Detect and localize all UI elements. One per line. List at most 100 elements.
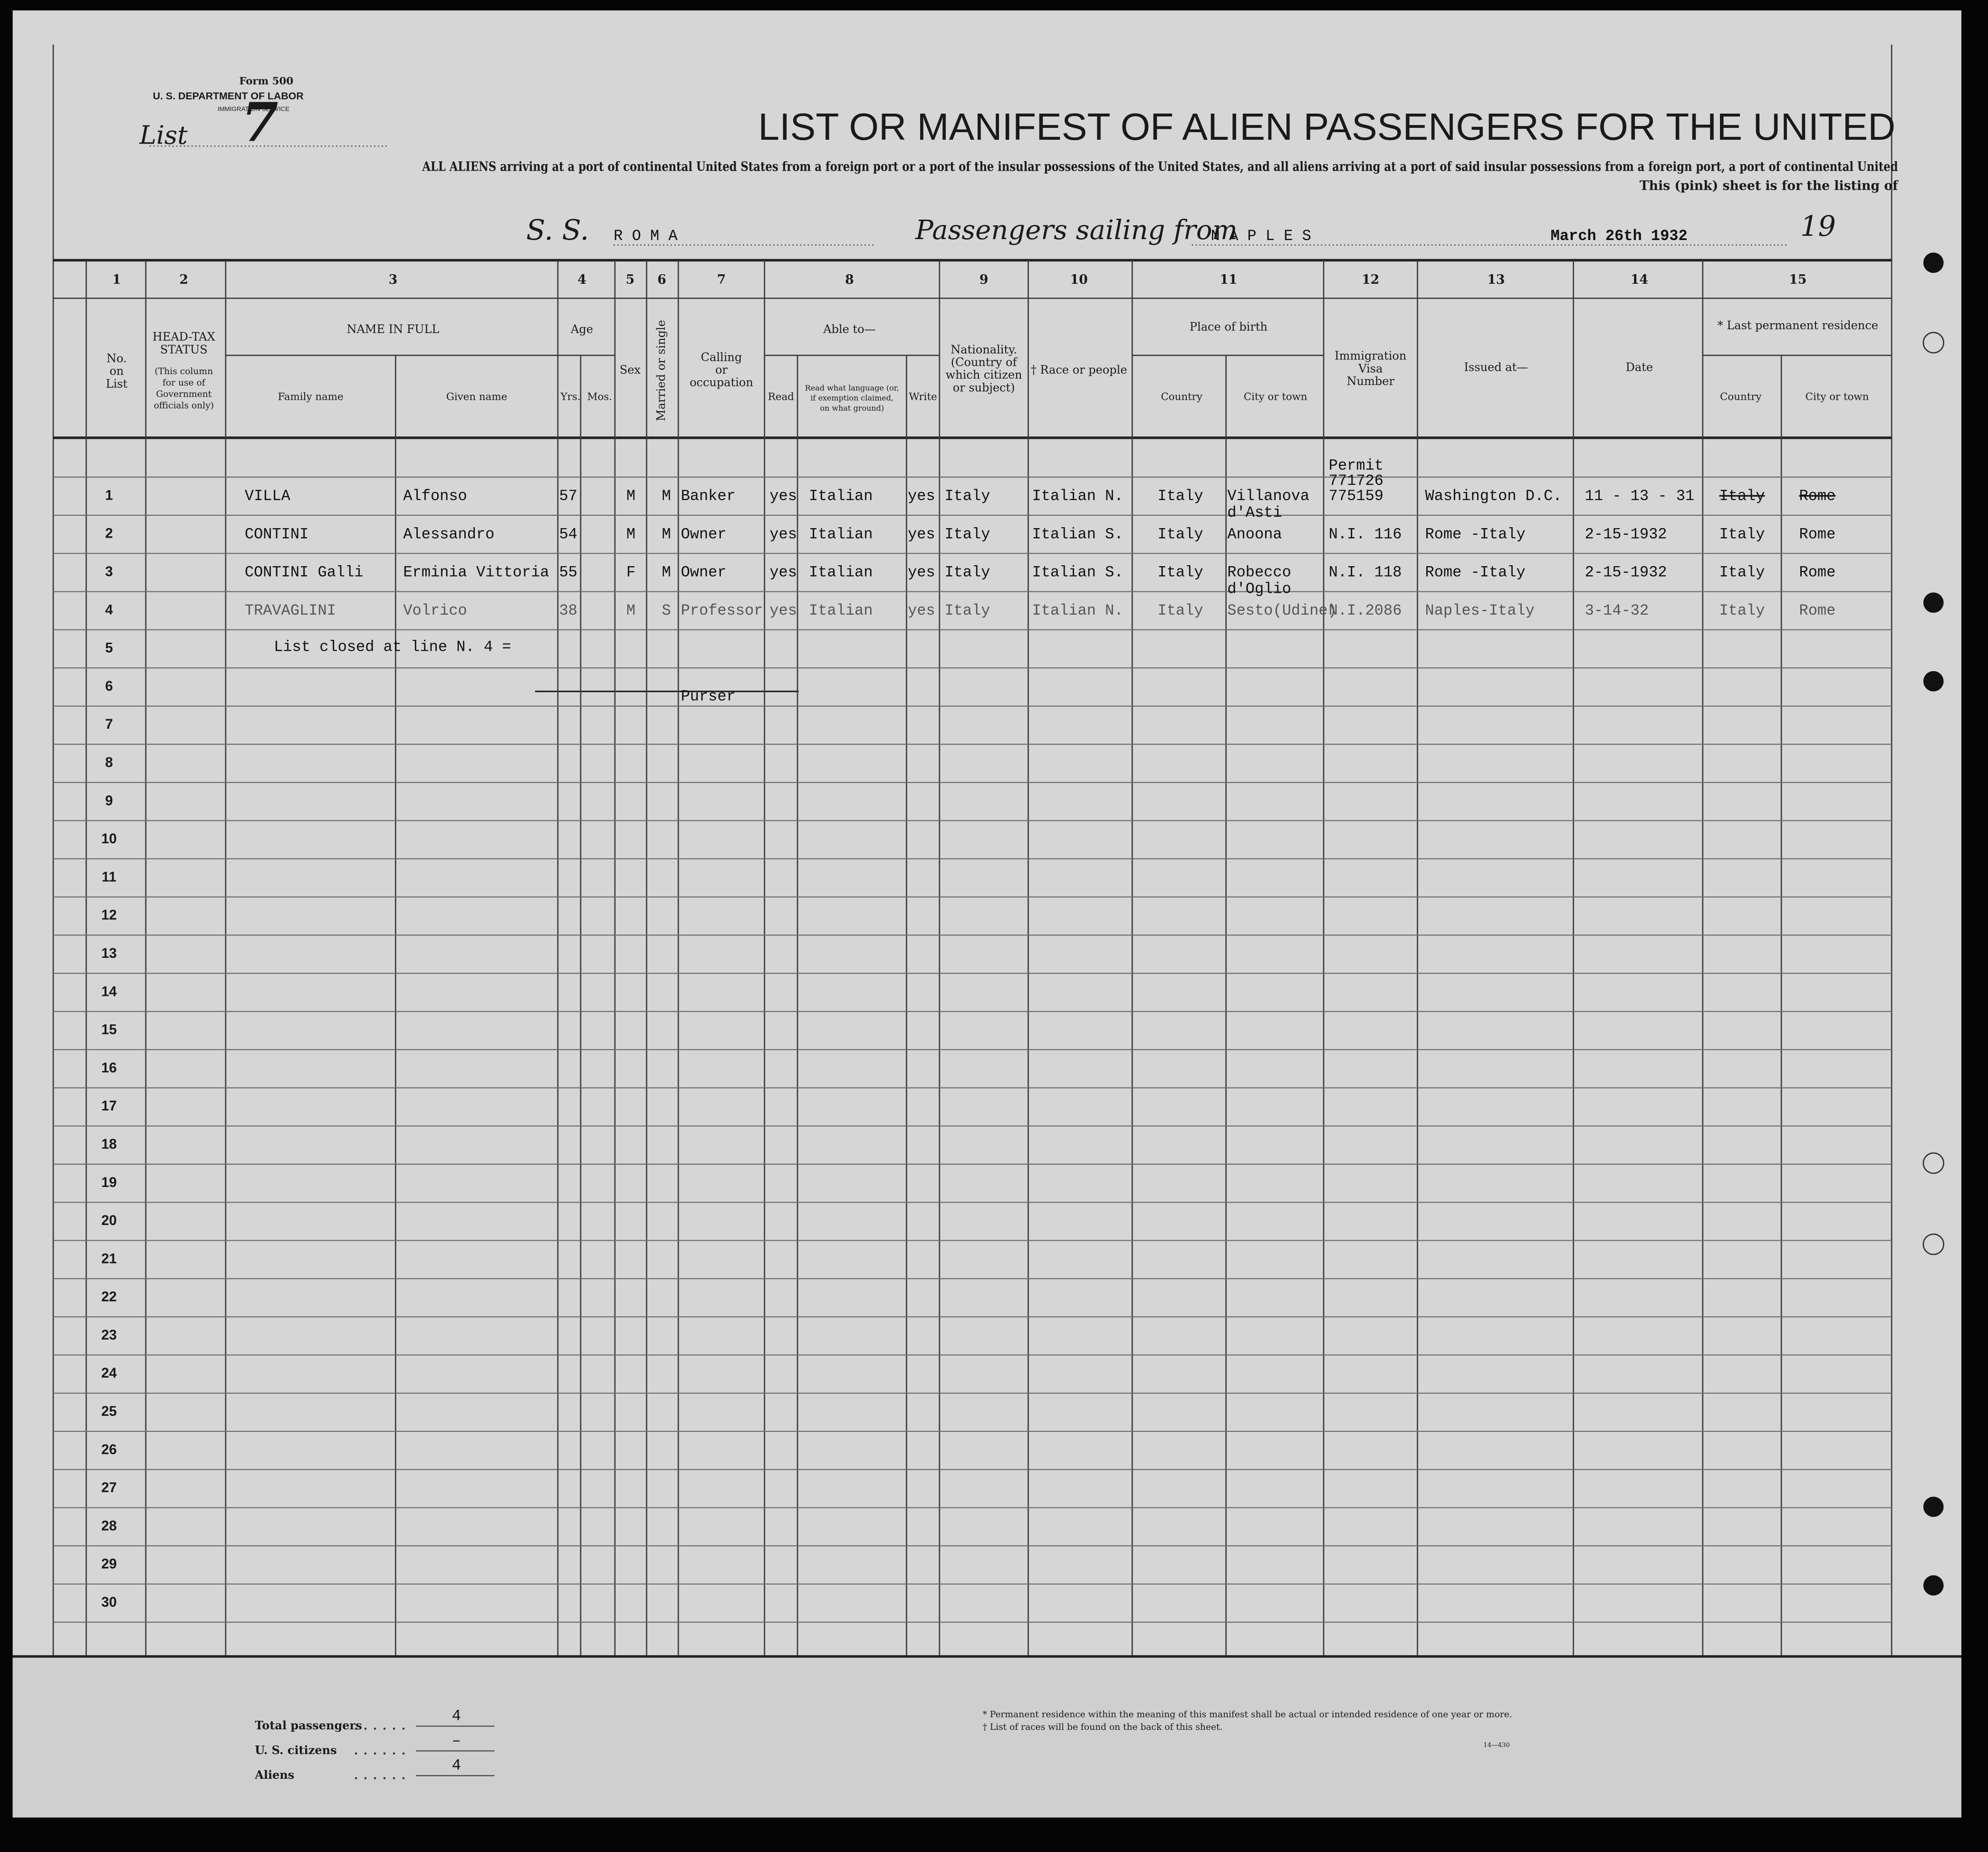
- cell-birth-city: Villanova: [1227, 487, 1309, 505]
- punch-hole: [1922, 1233, 1944, 1255]
- punch-hole: [1923, 1575, 1944, 1596]
- cell-family-name: VILLA: [245, 487, 291, 505]
- cell-marital: M: [662, 564, 671, 581]
- column-number: 7: [717, 272, 726, 287]
- list-label: List: [139, 120, 188, 150]
- sailing-date: March 26th 1932: [1551, 227, 1688, 245]
- total-value: –: [452, 1732, 461, 1749]
- cell-nationality: Italy: [944, 525, 990, 543]
- cell-date: 3-14-32: [1585, 602, 1649, 619]
- line-number: 16: [101, 1060, 117, 1076]
- cell-residence-country: Italy: [1719, 602, 1765, 619]
- cell-occupation: Professor: [681, 602, 763, 619]
- column-label: Nationality.: [951, 343, 1017, 356]
- cell-given-name: Erminia Vittoria: [403, 564, 549, 581]
- column-sublabel: City or town: [1244, 391, 1307, 403]
- cell-residence-city: Rome: [1799, 487, 1836, 505]
- column-label: (Country of: [951, 356, 1018, 369]
- column-number: 12: [1362, 272, 1379, 287]
- cell-birth-country: Italy: [1158, 564, 1203, 581]
- cell-visa: N.I.2086: [1329, 602, 1402, 619]
- column-sublabel: Country: [1720, 391, 1761, 403]
- line-number: 22: [101, 1289, 117, 1305]
- column-sublabel: Read what language (or,: [805, 383, 899, 392]
- line-number: 9: [105, 793, 113, 809]
- column-label: † Race or people: [1031, 363, 1127, 376]
- cell-language: Italian: [809, 564, 873, 581]
- instruction: This (pink) sheet is for the listing of: [1640, 179, 1899, 193]
- line-number: 13: [101, 945, 117, 961]
- column-sublabel: Mos.: [587, 391, 612, 403]
- cell-birth-country: Italy: [1158, 525, 1203, 543]
- cell-residence-city: Rome: [1799, 525, 1836, 543]
- cell-birth-city: d'Oglio: [1227, 580, 1291, 598]
- cell-occupation: Owner: [681, 564, 727, 581]
- cell-sex: M: [626, 487, 635, 505]
- cell-family-name: TRAVAGLINI: [245, 602, 336, 619]
- line-number: 3: [105, 564, 113, 579]
- line-number: 2: [105, 526, 113, 541]
- column-sublabel: if exemption claimed,: [810, 394, 893, 403]
- cell-birth-country: Italy: [1158, 602, 1203, 619]
- cell-given-name: Alfonso: [403, 487, 467, 505]
- line-number: 5: [105, 640, 113, 656]
- punch-hole: [1922, 332, 1944, 354]
- column-number: 2: [180, 272, 189, 287]
- cell-marital: M: [662, 487, 671, 505]
- column-sublabel: Yrs.: [560, 391, 580, 403]
- total-label: Total passengers: [255, 1718, 362, 1732]
- cell-occupation: Owner: [681, 525, 727, 543]
- cell-sex: M: [626, 525, 635, 543]
- column-sublabel: on what ground): [820, 404, 884, 413]
- punch-hole: [1923, 671, 1944, 692]
- column-sublabel: Read: [768, 391, 794, 403]
- column-number: 3: [389, 272, 398, 287]
- footnote: † List of races will be found on the bac…: [982, 1722, 1222, 1732]
- column-number: 5: [626, 272, 635, 287]
- cell-occupation: Banker: [681, 487, 736, 505]
- cell-issued-at: Rome -Italy: [1425, 564, 1526, 581]
- ship-label: S. S.: [526, 214, 589, 246]
- instruction: ALL ALIENS arriving at a port of contine…: [422, 160, 1898, 174]
- column-label: Immigration: [1335, 349, 1406, 363]
- column-label: Able to—: [823, 323, 875, 336]
- line-number: 11: [102, 869, 116, 885]
- cell-language: Italian: [809, 487, 873, 505]
- total-label: U. S. citizens: [255, 1743, 336, 1757]
- punch-hole: [1923, 252, 1944, 273]
- cell-write: yes: [908, 602, 935, 619]
- cell-visa: N.I. 118: [1329, 564, 1402, 581]
- cell-visa: 775159: [1329, 487, 1383, 505]
- column-label: Age: [570, 323, 593, 336]
- cell-race: Italian S.: [1032, 525, 1124, 543]
- cell-date: 2-15-1932: [1585, 564, 1667, 581]
- cell-age: 54: [559, 525, 577, 543]
- column-label: * Last permanent residence: [1718, 319, 1878, 332]
- paper: [12, 10, 1961, 1818]
- form-number: Form 500: [239, 75, 293, 87]
- column-label: HEAD-TAX: [153, 330, 215, 344]
- cell-visa: N.I. 116: [1329, 525, 1402, 543]
- column-number: 10: [1070, 272, 1088, 287]
- cell-birth-country: Italy: [1158, 487, 1203, 505]
- column-label: on: [109, 365, 124, 378]
- punch-hole: [1923, 1496, 1944, 1517]
- cell-birth-city: Robecco: [1227, 564, 1291, 581]
- cell-write: yes: [908, 564, 935, 581]
- column-label: which citizen: [946, 368, 1022, 382]
- punch-hole: [1922, 1152, 1944, 1174]
- column-number: 8: [845, 272, 854, 287]
- total-label: Aliens: [254, 1768, 294, 1782]
- cell-issued-at: Washington D.C.: [1425, 487, 1562, 505]
- cell-residence-country: Italy: [1719, 564, 1765, 581]
- line-number: 19: [101, 1175, 117, 1190]
- cell-residence-country: Italy: [1719, 487, 1765, 505]
- line-number: 4: [105, 602, 113, 617]
- cell-sex: F: [626, 564, 635, 581]
- department: U. S. DEPARTMENT OF LABOR: [153, 90, 304, 102]
- column-number: 13: [1487, 272, 1505, 287]
- cell-given-name: Volrico: [403, 602, 467, 619]
- column-label: Calling: [701, 350, 742, 364]
- line-number: 27: [101, 1480, 117, 1495]
